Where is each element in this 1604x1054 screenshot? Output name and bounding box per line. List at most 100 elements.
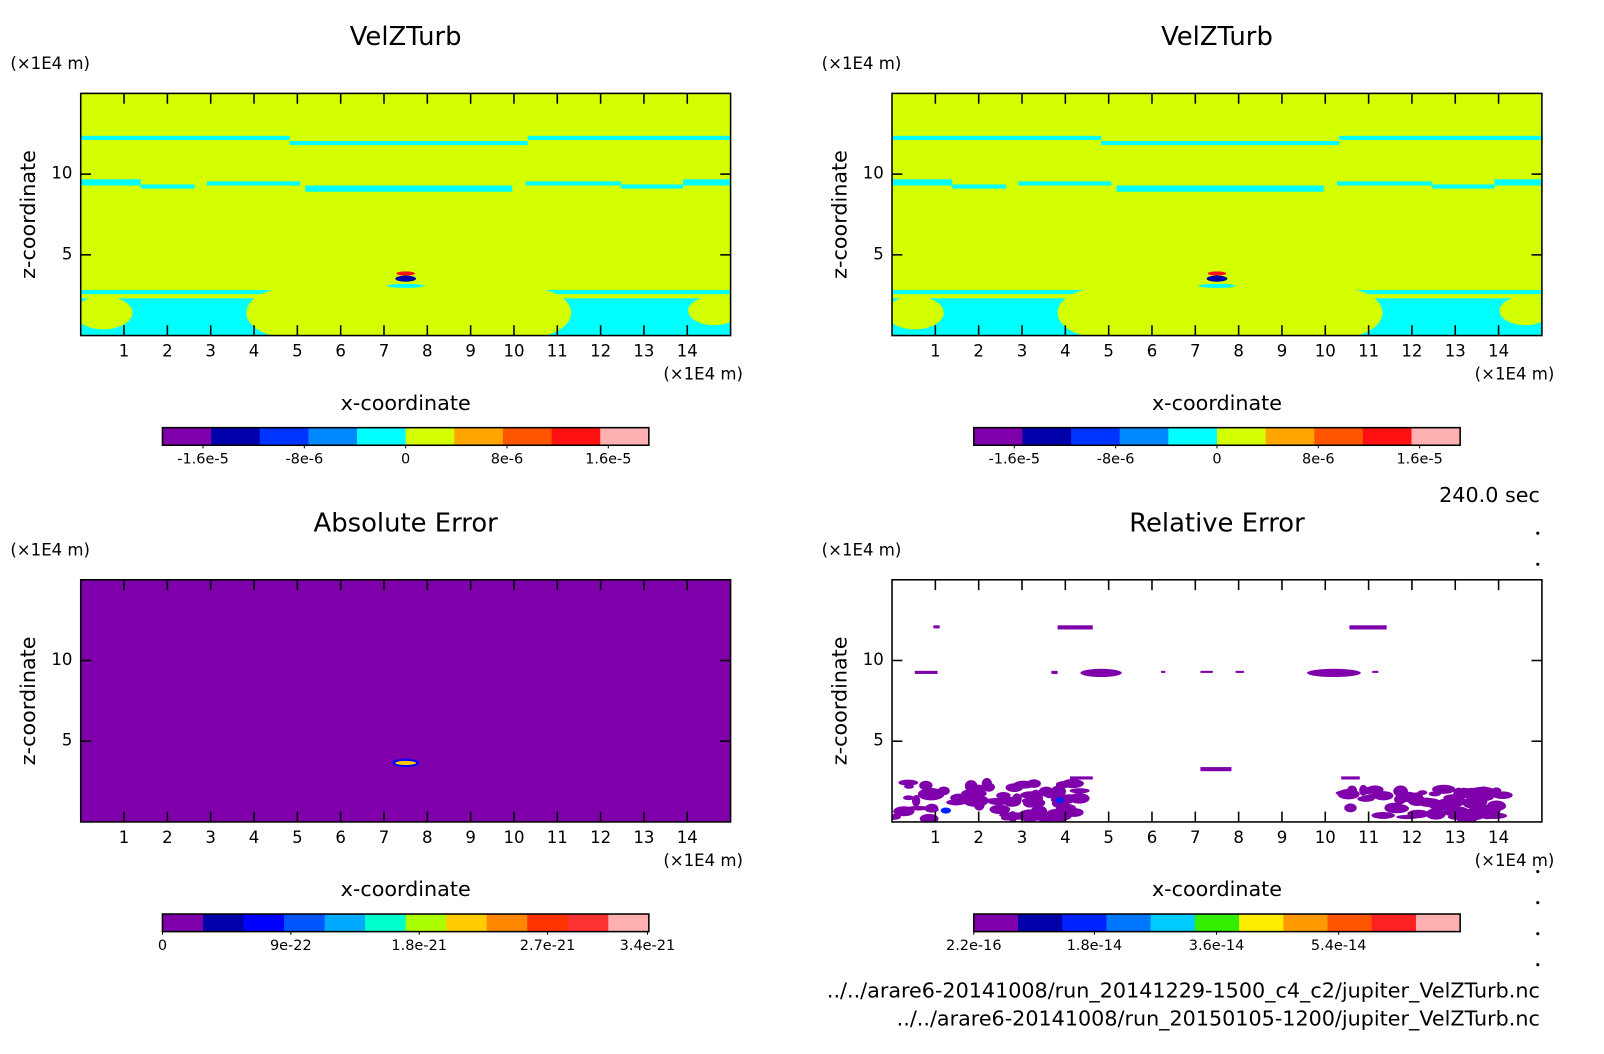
contour-region (952, 184, 1006, 189)
colorbar-tick-label: 5.4e-14 (1311, 938, 1367, 954)
file-path: ../../arare6-20141008/run_20150105-1200/… (897, 1007, 1540, 1032)
contour-region (1307, 668, 1361, 678)
contour-region (527, 135, 731, 140)
x-tick-label: 8 (422, 342, 433, 361)
y-tick-label: 5 (873, 731, 884, 750)
colorbar-frame (161, 913, 650, 933)
contour-region (1344, 793, 1357, 799)
contour-region (1027, 779, 1041, 788)
panel: VelZTurb (×1E4 m) (×1E4 m) x-coordinate z-co… (822, 22, 1555, 468)
y-tick-label: 5 (62, 244, 73, 263)
x-tick-label: 9 (465, 828, 476, 847)
colorbar-tick-label: 8e-6 (491, 452, 524, 468)
contour-region (1069, 788, 1090, 794)
contour-region (962, 794, 989, 807)
x-tick-label: 9 (1277, 342, 1288, 361)
panel-title: VelZTurb (350, 22, 462, 52)
contour-region (1443, 794, 1465, 802)
contour-region (1063, 808, 1084, 817)
y-axis-label: z-coordinate (827, 150, 851, 279)
contour-region (1384, 803, 1409, 814)
y-axis-label: z-coordinate (16, 150, 40, 279)
contour-region (1206, 275, 1228, 282)
contour-region (898, 779, 919, 786)
contour-region (1425, 808, 1446, 820)
contour-region (1020, 791, 1042, 799)
colorbar-swatch (308, 427, 358, 446)
colorbar-swatch (211, 427, 261, 446)
contour-region (1200, 767, 1232, 772)
x-tick-label: 12 (1401, 342, 1422, 361)
colorbar-tick-label: -8e-6 (1097, 452, 1135, 468)
contour-region (1050, 785, 1067, 798)
plot-frame (79, 579, 732, 823)
contour-region (1371, 812, 1395, 819)
x-tick-label: 9 (1277, 828, 1288, 847)
contour-region (1499, 296, 1542, 326)
contour-region (1061, 778, 1084, 789)
colorbar-swatch (608, 914, 650, 932)
contour-region (305, 185, 513, 192)
contour-region (1018, 181, 1112, 186)
contour-region (1462, 797, 1486, 809)
contour-region (246, 287, 334, 336)
contour-region (919, 813, 939, 822)
panel: Relative Error (×1E4 m) (×1E4 m) x-coordina… (822, 508, 1555, 954)
x-tick-label: 11 (1358, 342, 1379, 361)
colorbar-swatch (162, 914, 204, 932)
x-tick-label: 8 (422, 828, 433, 847)
contour-region (917, 788, 945, 801)
contour-region (1337, 181, 1433, 186)
x-tick-label: 7 (1190, 342, 1201, 361)
x-tick-label: 13 (633, 342, 654, 361)
colorbar-swatch (446, 914, 488, 932)
contour-region (1000, 815, 1013, 821)
contour-region (1017, 809, 1042, 822)
contour-region (1070, 776, 1093, 780)
colorbar-tick-label: 1.6e-5 (585, 452, 631, 468)
contour-region (906, 806, 931, 811)
x-tick-label: 4 (1060, 342, 1071, 361)
file-path: ../../arare6-20141008/run_20141229-1500_… (827, 979, 1540, 1004)
contour-field (892, 625, 1513, 822)
y-tick-label: 10 (51, 650, 72, 669)
x-unit: (×1E4 m) (663, 364, 743, 383)
contour-region (682, 179, 731, 186)
contour-region (80, 179, 141, 186)
x-tick-label: 3 (205, 828, 216, 847)
x-tick-label: 10 (1315, 828, 1336, 847)
colorbar-swatch (1071, 427, 1121, 446)
contour-region (933, 625, 940, 629)
x-tick-label: 8 (1233, 828, 1244, 847)
contour-region (892, 135, 1102, 140)
x-unit: (×1E4 m) (663, 851, 743, 870)
colorbar-swatch (1415, 914, 1461, 932)
x-tick-label: 2 (162, 342, 173, 361)
x-tick-label: 6 (335, 828, 346, 847)
contour-region (1492, 791, 1513, 800)
contour-region (688, 296, 731, 326)
panel: VelZTurb (×1E4 m) (×1E4 m) x-coordinate z-co… (10, 22, 743, 468)
contour-field (80, 93, 731, 336)
x-axis-label: x-coordinate (341, 391, 471, 415)
contour-field (892, 93, 1542, 336)
contour-region (140, 184, 195, 189)
x-tick-label: 1 (119, 342, 130, 361)
x-tick-label: 9 (465, 342, 476, 361)
x-tick-label: 7 (1190, 828, 1201, 847)
colorbar-tick-label: 1.8e-14 (1067, 938, 1123, 954)
x-unit: (×1E4 m) (1475, 364, 1555, 383)
colorbar-swatch (1022, 427, 1072, 446)
x-tick-label: 1 (930, 828, 941, 847)
x-tick-label: 8 (1233, 342, 1244, 361)
contour-region (289, 141, 528, 146)
y-unit: (×1E4 m) (822, 540, 902, 559)
contour-region (1349, 625, 1387, 630)
colorbar-swatch (1216, 427, 1267, 446)
contour-region (1469, 789, 1494, 799)
colorbar-tick-label: 2.2e-16 (946, 938, 1002, 954)
x-tick-label: 11 (1358, 828, 1379, 847)
colorbar-swatch (1371, 914, 1417, 932)
contour-region (1344, 803, 1357, 813)
